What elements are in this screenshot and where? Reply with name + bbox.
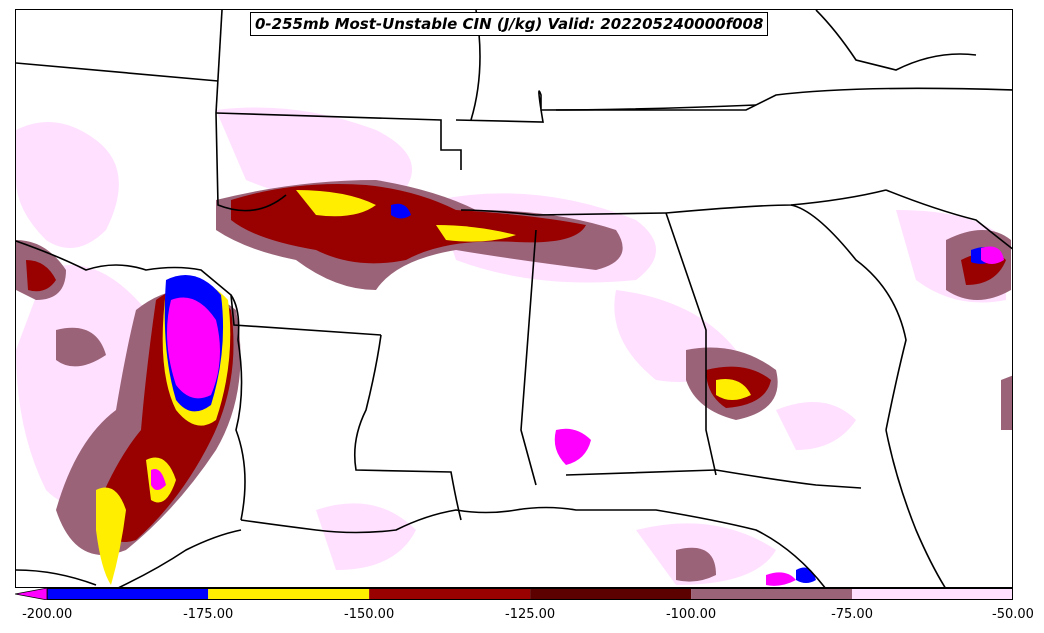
cin-map	[16, 10, 1012, 587]
colorbar-bin-0	[47, 588, 209, 600]
colorbar-bin-5	[852, 588, 1013, 600]
cin-field-magenta	[151, 246, 1004, 586]
colorbar	[15, 588, 1013, 600]
colorbar-bin-3	[530, 588, 692, 600]
boundary-lines	[16, 10, 1012, 587]
colorbar-bin-4	[691, 588, 853, 600]
colorbar-bin-1	[208, 588, 370, 600]
map-title: 0-255mb Most-Unstable CIN (J/kg) Valid: …	[250, 12, 769, 36]
colorbar-outline	[46, 588, 1013, 600]
colorbar-tick-label: -75.00	[831, 607, 873, 622]
colorbar-extend-min	[15, 588, 48, 600]
colorbar-tick-label: -200.00	[22, 607, 73, 622]
map-panel	[15, 9, 1013, 588]
colorbar-tick-label: -150.00	[344, 607, 395, 622]
colorbar-bin-2	[369, 588, 531, 600]
colorbar-tick-label: -50.00	[992, 607, 1034, 622]
colorbar-tick-label: -125.00	[505, 607, 556, 622]
colorbar-tick-label: -175.00	[183, 607, 234, 622]
colorbar-tick-label: -100.00	[665, 607, 717, 622]
